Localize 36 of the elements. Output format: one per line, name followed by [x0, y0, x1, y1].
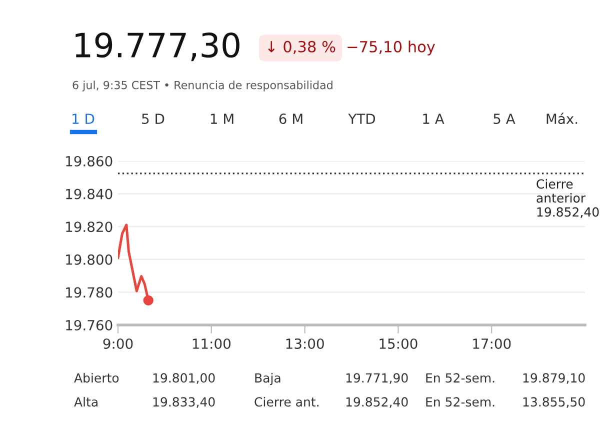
y-tick-label: 19.780	[66, 287, 112, 298]
text: 6 jul, 9:35 CEST • Renuncia de responsabilidad	[72, 80, 332, 92]
text: 1 D	[72, 114, 94, 124]
text: ↓ 0,38 %	[268, 40, 336, 54]
y-tick-label: 19.840	[66, 188, 112, 200]
text: 5 A	[494, 114, 516, 124]
text: En 52-sem.	[426, 397, 494, 407]
text: En 52-sem.	[426, 373, 494, 383]
text: Máx.	[546, 112, 578, 124]
x-tick-label: 17:00	[473, 338, 511, 349]
text: Alta	[74, 396, 98, 407]
text: 1 A	[423, 114, 444, 124]
text: 13.855,50	[523, 397, 585, 408]
text: 19.852,40	[346, 397, 408, 408]
text: Cierre ant.	[254, 396, 318, 407]
text: 19.833,40	[153, 397, 215, 408]
text: Abierto	[74, 372, 119, 383]
y-tick-label: 19.800	[66, 254, 112, 265]
x-tick-label: 13:00	[286, 338, 324, 349]
x-tick-label: 11:00	[192, 338, 230, 349]
ref-line-label: Cierre anterior 19.852,40	[536, 179, 599, 218]
text: Baja	[255, 372, 280, 386]
text: 5 D	[142, 114, 164, 124]
y-tick-label: 19.760	[66, 320, 112, 330]
y-tick-label: 19.820	[66, 222, 112, 232]
text: 19.801,00	[153, 373, 215, 384]
text: YTD	[348, 114, 376, 124]
text: 19.777,30	[76, 32, 240, 62]
text: 6 M	[279, 114, 302, 124]
text: −75,10 hoy	[348, 40, 436, 56]
text: 1 M	[210, 114, 234, 124]
text: 19.771,90	[346, 373, 408, 384]
text: 19.879,10	[523, 373, 585, 384]
x-tick-label: 9:00	[103, 338, 133, 349]
x-tick-label: 15:00	[380, 338, 418, 349]
y-tick-label: 19.860	[66, 156, 112, 166]
